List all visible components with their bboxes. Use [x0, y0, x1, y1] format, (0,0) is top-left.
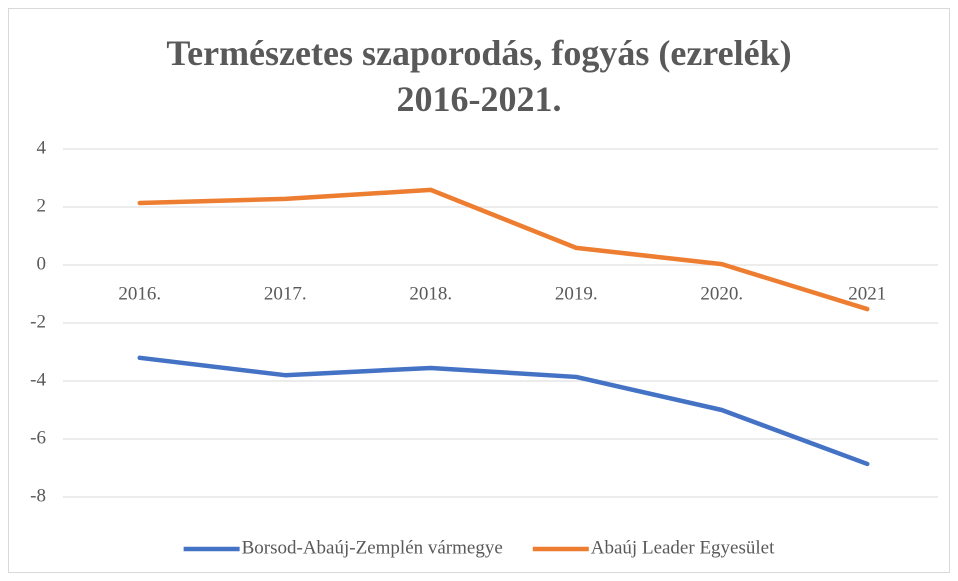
x-tick-label: 2018.	[409, 283, 452, 304]
x-tick-label: 2016.	[118, 283, 161, 304]
x-tick-label: 2020.	[700, 283, 743, 304]
chart-title: Természetes szaporodás, fogyás (ezrelék)…	[166, 33, 792, 119]
x-tick-label: 2017.	[264, 283, 307, 304]
legend-label: Borsod-Abaúj-Zemplén vármegye	[242, 537, 503, 558]
y-tick-label: -4	[30, 369, 46, 390]
y-tick-label: 0	[37, 253, 47, 274]
y-tick-label: -6	[30, 427, 46, 448]
series-line	[137, 187, 870, 312]
series-line	[137, 355, 870, 467]
y-tick-label: -2	[30, 311, 46, 332]
y-tick-label: -8	[30, 485, 46, 506]
legend-label: Abaúj Leader Egyesület	[591, 537, 775, 558]
x-tick-label: 2019.	[555, 283, 598, 304]
x-tick-label: 2021	[848, 283, 886, 304]
chart-border	[8, 8, 950, 573]
y-tick-label: 2	[37, 195, 47, 216]
y-tick-label: 4	[37, 137, 47, 158]
